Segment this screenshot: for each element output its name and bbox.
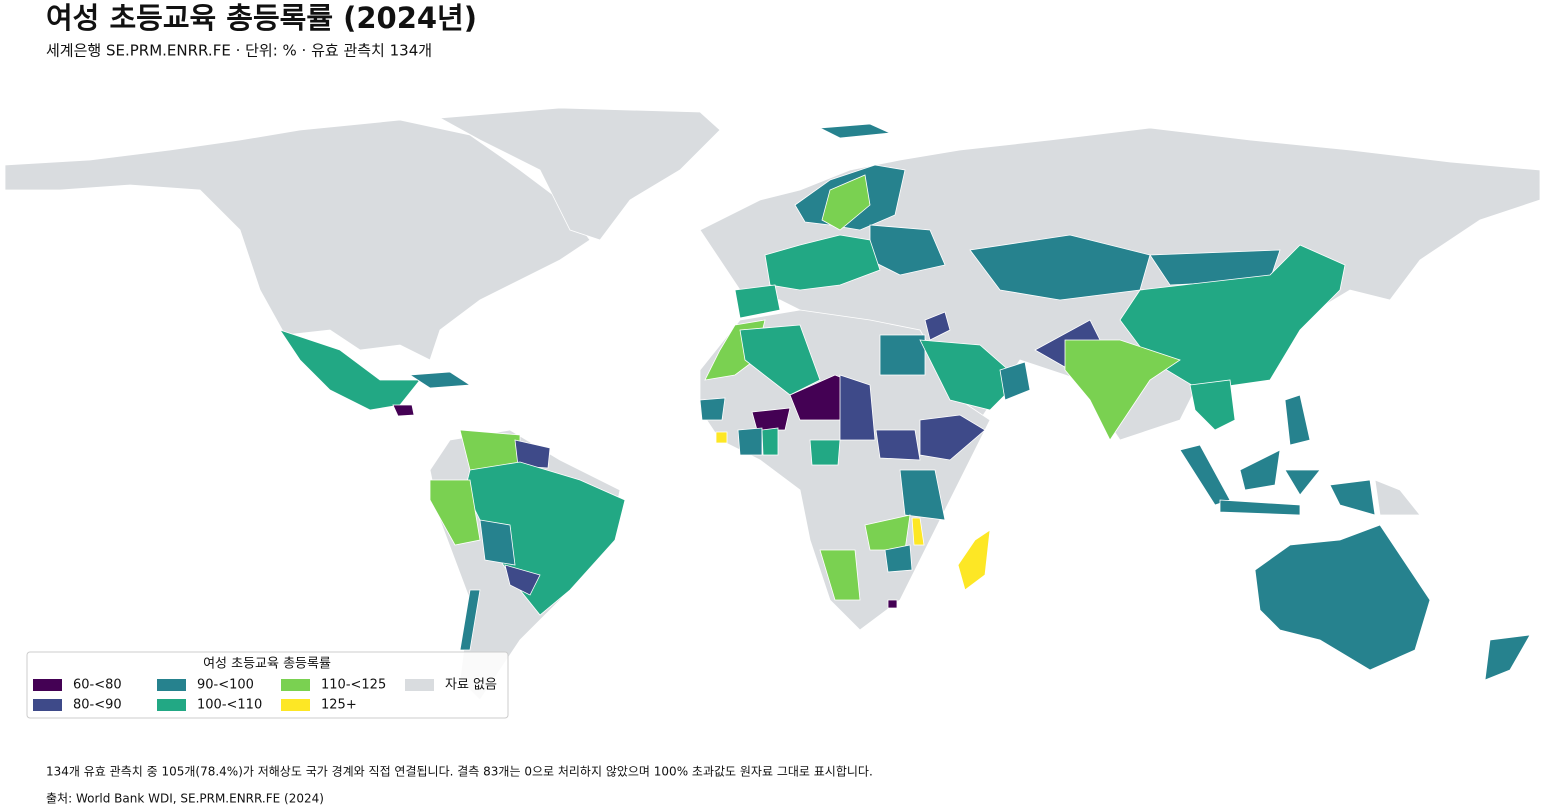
legend-label: 자료 없음 (445, 678, 497, 693)
legend-swatch (33, 699, 62, 711)
land-no-data (699, 309, 991, 631)
country-region (818, 123, 892, 139)
country-region (761, 427, 779, 456)
legend-swatch (157, 699, 186, 711)
land-no-data (438, 107, 721, 241)
legend-label: 90-<100 (197, 678, 254, 693)
country-region (715, 431, 728, 444)
country-region (1284, 469, 1321, 496)
land-no-data (1374, 479, 1421, 516)
country-region (1239, 449, 1281, 491)
country-region (999, 361, 1031, 401)
legend: 여성 초등교육 총등록률 60-<80 80-<90 90-<100 100-<110… (26, 651, 509, 719)
country-region (1329, 479, 1376, 516)
legend-box (26, 651, 509, 719)
legend-label: 80-<90 (73, 698, 122, 713)
country-region (1189, 379, 1236, 431)
country-region (899, 469, 946, 521)
country-region (737, 427, 763, 456)
country-region (1219, 499, 1301, 516)
subtitle: 세계은행 SE.PRM.ENRR.FE · 단위: % · 유효 관측치 134… (46, 42, 432, 60)
country-region (504, 564, 541, 596)
country-region (1179, 444, 1231, 506)
country-region (699, 397, 726, 421)
country-region (751, 407, 791, 431)
country-region (739, 324, 821, 396)
legend-swatch (157, 679, 186, 691)
legend-swatch (33, 679, 62, 691)
country-region (1064, 339, 1181, 441)
country-region (479, 519, 516, 566)
country-region (911, 517, 925, 546)
land-no-data (4, 119, 591, 361)
footnote: 134개 유효 관측치 중 105개(78.4%)가 저해상도 국가 경계와 직… (46, 765, 873, 779)
legend-title: 여성 초등교육 총등록률 (203, 657, 331, 672)
legend-label: 100-<110 (197, 698, 262, 713)
country-region (879, 334, 926, 376)
country-region (514, 439, 551, 469)
country-region (809, 439, 841, 466)
country-region (884, 544, 913, 573)
country-region (887, 599, 898, 609)
country-region (919, 414, 986, 461)
legend-label: 60-<80 (73, 678, 122, 693)
country-region (764, 234, 881, 291)
legend-swatch (281, 679, 310, 691)
country-region (875, 429, 921, 461)
legend-label: 110-<125 (321, 678, 386, 693)
legend-swatch (281, 699, 310, 711)
world-map (4, 107, 1541, 701)
country-region (734, 284, 781, 319)
country-region (459, 589, 481, 651)
country-region (1484, 634, 1531, 681)
country-region (1284, 394, 1311, 446)
title: 여성 초등교육 총등록률 (2024년) (46, 1, 477, 35)
country-region (839, 374, 876, 441)
country-region (392, 404, 415, 417)
country-region (957, 529, 991, 591)
country-region (464, 461, 626, 616)
country-region (821, 174, 871, 231)
legend-swatch (405, 679, 434, 691)
legend-label: 125+ (321, 698, 357, 713)
country-region (924, 311, 951, 341)
country-region (408, 371, 472, 389)
source: 출처: World Bank WDI, SE.PRM.ENRR.FE (2024… (46, 792, 324, 806)
country-region (1254, 524, 1431, 671)
country-region (819, 549, 861, 601)
country-region (429, 479, 481, 546)
